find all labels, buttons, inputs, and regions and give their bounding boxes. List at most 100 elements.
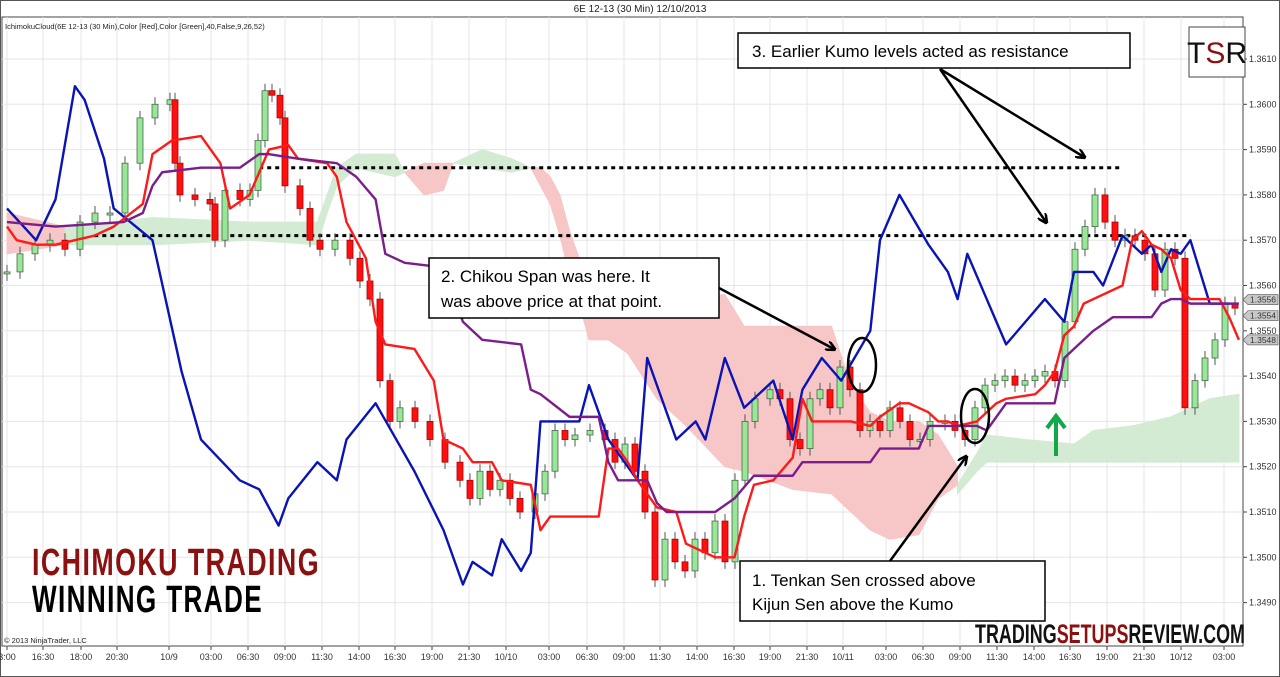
candle-body (121, 162, 129, 214)
candle (1001, 369, 1009, 388)
y-tick-label: 1.3520 (1249, 462, 1277, 472)
candle-body (1021, 380, 1029, 386)
candle-body (836, 366, 844, 409)
x-tick-label: 21:30 (458, 652, 481, 662)
x-tick-label: 11:30 (311, 652, 333, 662)
candle-body (886, 407, 894, 431)
candle (176, 156, 184, 202)
candle (1061, 314, 1069, 388)
candle (886, 400, 894, 438)
candle-body (91, 212, 99, 223)
candle-body (1081, 226, 1089, 250)
price-marker-label: 1.3548 (1250, 335, 1276, 345)
y-tick-label: 1.3500 (1249, 552, 1277, 562)
candle (766, 382, 774, 406)
candle (1201, 350, 1209, 388)
y-tick-label: 1.3530 (1249, 416, 1277, 426)
overlay-title-line1: ICHIMOKU TRADING (32, 542, 320, 584)
x-tick-label: 10/10 (495, 652, 518, 662)
candle-body (191, 194, 199, 200)
candle (1081, 219, 1089, 257)
candle-body (486, 470, 494, 490)
watermark-part1: TRADING (975, 619, 1057, 649)
candle (76, 215, 84, 257)
candle (721, 514, 729, 569)
candle-body (76, 221, 84, 250)
candle-body (1181, 257, 1189, 409)
annotation-chikou-line1: 2. Chikou Span was here. It (441, 267, 650, 286)
candle-body (806, 398, 814, 449)
candle-body (396, 407, 404, 422)
x-tick-label: 19:00 (759, 652, 782, 662)
candle-body (3, 271, 11, 275)
x-tick-label: 14:00 (348, 652, 371, 662)
candle (316, 233, 324, 257)
x-tick-label: 10/12 (1170, 652, 1193, 662)
candle (1091, 187, 1099, 234)
x-tick-label: 11:30 (649, 652, 671, 662)
candle-body (1001, 375, 1009, 382)
candle-body (661, 538, 669, 581)
watermark: TRADINGSETUPSREVIEW.COM (975, 619, 1245, 649)
x-tick-label: 16:30 (723, 652, 746, 662)
candle (586, 423, 594, 442)
candle-body (306, 208, 314, 241)
price-markers: 1.3556 1.3554 1.3548 (1242, 294, 1279, 346)
candle-body (31, 244, 39, 255)
candle (991, 373, 999, 393)
candle-body (456, 461, 464, 481)
x-tick-label: 16:30 (32, 652, 55, 662)
candle-body (1191, 380, 1199, 409)
x-tick-label: 3:00 (0, 652, 16, 662)
candle-body (346, 239, 354, 259)
y-axis: 1.3610 1.3600 1.3590 1.3580 1.3570 1.3560 1.35… (1243, 54, 1277, 608)
candle-body (276, 94, 284, 119)
candle-body (926, 420, 934, 440)
annotation-chikou: 2. Chikou Span was here. It was above pr… (428, 257, 878, 394)
kumo-cloud (6, 149, 1240, 540)
candle (386, 373, 394, 429)
candle (506, 473, 514, 506)
candle (671, 532, 679, 569)
candle-body (506, 479, 514, 499)
candle (106, 206, 114, 223)
candle-body (171, 99, 179, 164)
candle-body (206, 199, 214, 205)
chikou-line (6, 84, 1230, 586)
candle (1021, 373, 1029, 393)
candle (691, 532, 699, 578)
candle-body (731, 479, 739, 563)
logo-letter-t: T (1187, 37, 1205, 70)
candle-body (711, 520, 719, 554)
x-tick-label: 20:30 (106, 652, 129, 662)
x-axis: 3:00 16:30 18:00 20:30 10/9 03:00 06:30 09:00 11… (0, 646, 1235, 662)
candle-body (1211, 339, 1219, 359)
candle (16, 246, 24, 279)
y-tick-label: 1.3550 (1249, 326, 1277, 336)
y-tick-label: 1.3560 (1249, 281, 1277, 291)
candle (561, 423, 569, 447)
grid (2, 17, 1243, 646)
annotation-resistance-text: 3. Earlier Kumo levels acted as resistan… (752, 42, 1069, 61)
candle-body (1031, 375, 1039, 382)
entry-signal-arrow-icon (1045, 412, 1067, 456)
price-marker-label: 1.3554 (1250, 311, 1276, 321)
annotation-tenkan: 1. Tenkan Sen crossed above Kijun Sen ab… (739, 387, 1046, 622)
y-tick-label: 1.3510 (1249, 507, 1277, 517)
candle-body (441, 439, 449, 463)
x-tick-label: 19:00 (421, 652, 444, 662)
overlay-title-line2: WINNING TRADE (32, 579, 263, 621)
tsr-logo: TSR (1187, 26, 1247, 78)
candle-body (611, 439, 619, 463)
candle-body (876, 420, 884, 431)
candle-body (476, 470, 484, 499)
kumo-bullish (64, 153, 406, 246)
candle-body (906, 420, 914, 440)
candle-body (551, 430, 559, 472)
candle-body (356, 257, 364, 282)
x-tick-label: 03:00 (538, 652, 561, 662)
x-tick-label: 16:30 (384, 652, 407, 662)
candle-body (631, 443, 639, 472)
candle-body (211, 203, 219, 241)
